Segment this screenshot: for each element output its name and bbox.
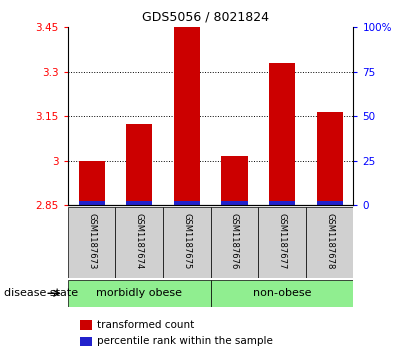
- Text: GSM1187677: GSM1187677: [277, 213, 286, 269]
- Bar: [258, 207, 306, 278]
- Bar: [306, 207, 353, 278]
- Bar: [79, 161, 105, 205]
- Bar: [316, 201, 343, 205]
- Bar: [68, 207, 115, 278]
- Bar: [79, 201, 105, 205]
- Text: disease state: disease state: [4, 288, 78, 298]
- Text: morbidly obese: morbidly obese: [96, 288, 182, 298]
- Text: percentile rank within the sample: percentile rank within the sample: [97, 336, 272, 346]
- Text: non-obese: non-obese: [253, 288, 311, 298]
- Bar: [126, 201, 152, 205]
- Bar: [115, 207, 163, 278]
- Text: GSM1187674: GSM1187674: [135, 213, 144, 269]
- Bar: [174, 27, 200, 205]
- Bar: [269, 63, 295, 205]
- Bar: [68, 280, 210, 307]
- Bar: [174, 201, 200, 205]
- Bar: [210, 207, 258, 278]
- Bar: [163, 207, 210, 278]
- Text: GSM1187673: GSM1187673: [87, 213, 96, 269]
- Text: GDS5056 / 8021824: GDS5056 / 8021824: [142, 11, 269, 24]
- Bar: [316, 112, 343, 205]
- Bar: [210, 280, 353, 307]
- Text: GSM1187675: GSM1187675: [182, 213, 192, 269]
- Bar: [269, 201, 295, 205]
- Bar: [222, 201, 247, 205]
- Bar: [222, 156, 247, 205]
- Bar: [126, 123, 152, 205]
- Text: GSM1187678: GSM1187678: [325, 213, 334, 269]
- Text: GSM1187676: GSM1187676: [230, 213, 239, 269]
- Text: transformed count: transformed count: [97, 320, 194, 330]
